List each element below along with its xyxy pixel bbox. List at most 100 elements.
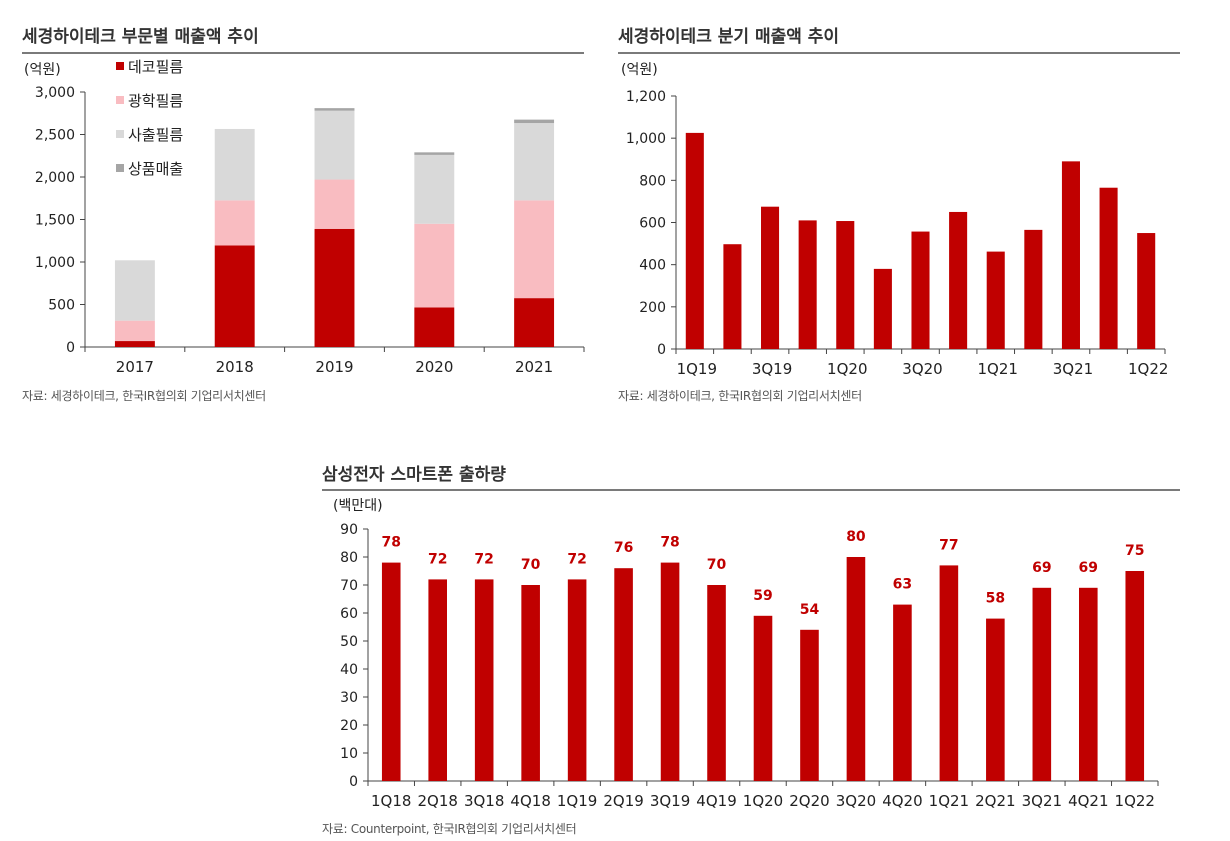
chart3-x-tick-label: 4Q21 — [1068, 792, 1108, 810]
chart3-bar — [1125, 571, 1145, 781]
chart1-bar-segment — [514, 123, 555, 201]
chart3-data-label: 54 — [800, 602, 820, 618]
chart2-bar — [1137, 233, 1156, 349]
chart3-x-tick-label: 2Q19 — [603, 792, 643, 810]
chart1-y-tick-label: 3,000 — [35, 85, 75, 101]
chart3-y-tick-label: 60 — [340, 606, 358, 622]
chart2-y-tick-label: 600 — [639, 216, 666, 232]
chart3-data-label: 63 — [893, 577, 912, 593]
chart1-legend-label: 상품매출 — [128, 160, 183, 178]
chart3-data-label: 58 — [986, 591, 1005, 607]
chart3-bar — [800, 629, 819, 781]
chart1-bar-segment — [314, 179, 355, 229]
chart3-data-label: 78 — [660, 535, 679, 551]
chart1-bar-segment — [414, 154, 455, 224]
chart3-unit-label: (백만대) — [333, 498, 383, 514]
chart2-x-tick-label: 3Q19 — [752, 360, 792, 378]
chart2-bar — [798, 220, 817, 349]
chart3-data-label: 69 — [1032, 560, 1051, 576]
chart2-bar — [1099, 187, 1118, 349]
chart2-bar — [685, 132, 704, 349]
chart3-data-label: 69 — [1079, 560, 1098, 576]
chart2-x-tick-label: 1Q21 — [978, 360, 1018, 378]
chart3-y-tick-label: 20 — [340, 718, 358, 734]
chart1-bar-segment — [514, 119, 555, 124]
quarterly-sales-chart: (억원) 1,200 1,000 800 600 400 200 0 1Q19 3Q19 1Q20 3… — [621, 62, 1168, 378]
chart2-bar — [1024, 229, 1043, 349]
chart2-x-tick-label: 1Q22 — [1128, 360, 1168, 378]
chart1-x-tick-label: 2019 — [315, 358, 353, 376]
chart1-bar-segment — [514, 298, 555, 347]
chart3-bar — [474, 579, 494, 781]
segment-sales-chart: (억원) 3,000 2,500 2,000 1,500 1,000 500 0 2017 201… — [24, 58, 585, 376]
chart3-x-tick-label: 4Q20 — [882, 792, 922, 810]
chart3-data-label: 78 — [381, 535, 400, 551]
chart1-bar-segment — [314, 228, 355, 347]
chart1-bar-segment — [514, 200, 555, 299]
chart3-x-tick-label: 1Q19 — [557, 792, 597, 810]
chart3-bar — [1032, 587, 1052, 781]
chart1-bar-segment — [314, 108, 355, 111]
chart1-y-tick-label: 1,500 — [35, 213, 75, 229]
chart2-bar — [873, 268, 892, 349]
chart3-bar — [707, 585, 726, 781]
chart3-y-tick-label: 50 — [340, 634, 358, 650]
chart1-y-tick-label: 2,000 — [35, 170, 75, 186]
chart1-legend-swatch — [116, 62, 124, 70]
chart1-y-tick-label: 500 — [48, 298, 75, 314]
chart2-y-tick-label: 400 — [639, 258, 666, 274]
chart3-data-label: 75 — [1125, 543, 1144, 559]
chart1-y-tick-label: 1,000 — [35, 255, 75, 271]
chart3-y-tick-label: 90 — [340, 522, 358, 538]
chart3-bar — [521, 585, 540, 781]
chart3-x-tick-label: 2Q18 — [417, 792, 457, 810]
chart1-source: 자료: 세경하이테크, 한국IR협의회 기업리서치센터 — [22, 389, 266, 403]
chart3-x-tick-label: 1Q18 — [371, 792, 411, 810]
chart3-data-label: 70 — [521, 557, 541, 573]
chart1-x-tick-label: 2021 — [515, 358, 553, 376]
chart3-x-tick-label: 3Q19 — [650, 792, 690, 810]
chart1-title: 세경하이테크 부문별 매출액 추이 — [22, 27, 259, 47]
chart1-bar-segment — [414, 307, 455, 347]
chart2-source: 자료: 세경하이테크, 한국IR협의회 기업리서치센터 — [618, 389, 862, 403]
chart3-data-label: 59 — [753, 588, 772, 604]
chart2-bar — [836, 221, 855, 349]
chart2-bar — [949, 211, 968, 349]
chart1-title-rule — [22, 52, 584, 54]
chart3-x-tick-label: 3Q20 — [836, 792, 876, 810]
chart1-y-tick-label: 2,500 — [35, 128, 75, 144]
chart2-bar — [986, 251, 1005, 349]
chart3-x-tick-label: 2Q20 — [789, 792, 829, 810]
chart3-bar — [1079, 587, 1098, 781]
chart2-y-tick-label: 0 — [657, 342, 666, 358]
chart3-y-tick-label: 30 — [340, 690, 358, 706]
chart1-legend-swatch — [116, 164, 124, 172]
chart1-bar-segment — [414, 152, 455, 155]
chart2-unit-label: (억원) — [621, 62, 658, 78]
chart1-y-tick-label: 0 — [66, 340, 75, 356]
chart3-bar — [753, 615, 773, 781]
chart1-bar-segment — [114, 341, 155, 347]
chart3-y-tick-label: 0 — [349, 774, 358, 790]
chart2-bar — [761, 206, 780, 349]
chart3-x-tick-label: 1Q22 — [1115, 792, 1155, 810]
chart2-y-tick-label: 800 — [639, 173, 666, 189]
chart1-bar-segment — [114, 260, 155, 321]
chart1-legend-label: 사출필름 — [128, 126, 183, 144]
chart3-data-label: 76 — [614, 540, 633, 556]
chart3-bar — [428, 579, 447, 781]
chart1-bar-segment — [214, 128, 255, 201]
chart1-legend-swatch — [116, 96, 124, 104]
chart3-bar — [986, 618, 1005, 781]
chart3-bar — [381, 562, 401, 781]
chart3-x-tick-label: 1Q20 — [743, 792, 783, 810]
chart3-x-tick-label: 4Q19 — [696, 792, 736, 810]
chart2-bar — [1061, 161, 1080, 349]
chart2-title-rule — [618, 52, 1180, 54]
chart3-y-tick-label: 80 — [340, 550, 358, 566]
chart1-bar-segment — [214, 200, 255, 246]
chart3-data-label: 72 — [567, 551, 586, 567]
chart3-bar — [567, 579, 587, 781]
chart3-data-label: 72 — [474, 551, 493, 567]
